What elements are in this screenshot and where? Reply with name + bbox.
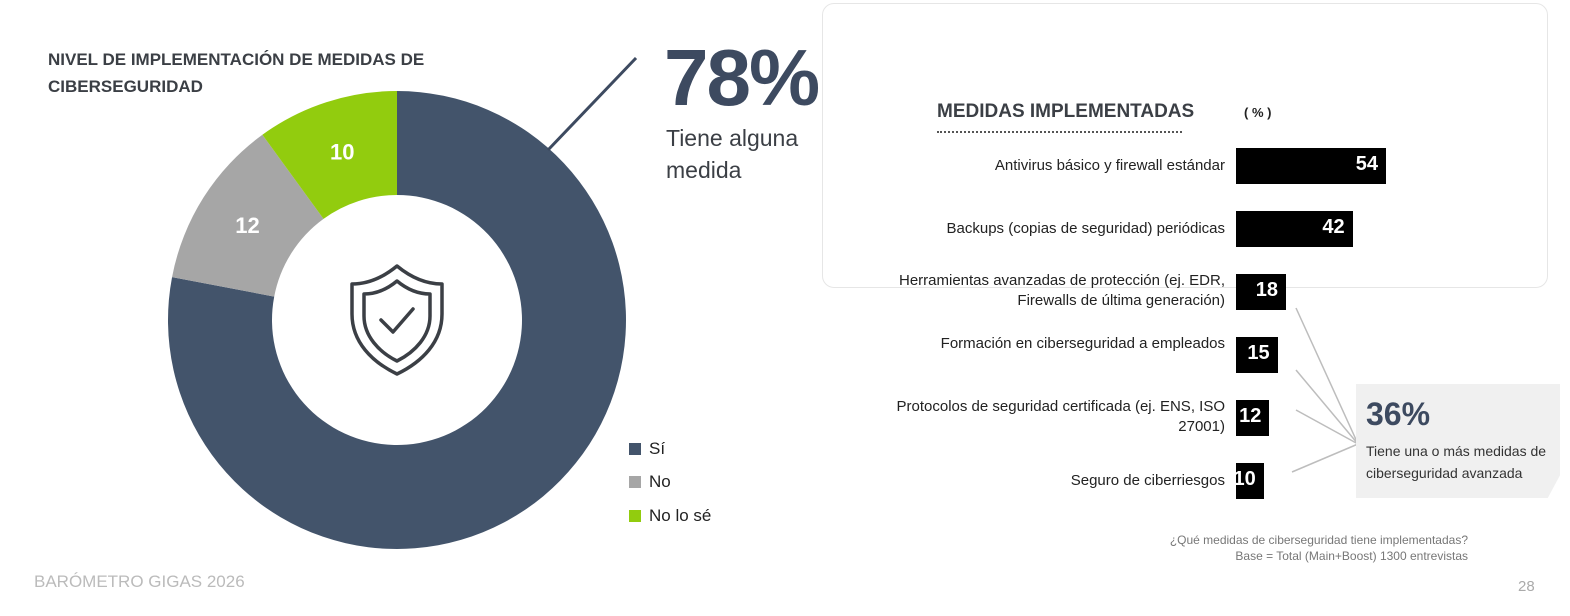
legend-swatch xyxy=(629,510,641,522)
bar-value-label: 12 xyxy=(1239,405,1262,427)
bar: 18 xyxy=(1236,274,1286,310)
legend-item-no: No xyxy=(629,472,671,492)
bar-label: Seguro de ciberriesgos xyxy=(1070,472,1225,489)
footnote-question: ¿Qué medidas de ciberseguridad tiene imp… xyxy=(1169,533,1468,547)
bar: 10 xyxy=(1233,463,1264,499)
legend-item-si: Sí xyxy=(629,439,665,459)
footnote-base: Base = Total (Main+Boost) 1300 entrevist… xyxy=(1235,549,1468,563)
donut-title: NIVEL DE IMPLEMENTACIÓN DE MEDIDAS DE CI… xyxy=(48,50,425,96)
footer-brand: BARÓMETRO GIGAS 2026 xyxy=(34,572,245,591)
footnote: ¿Qué medidas de ciberseguridad tiene imp… xyxy=(1170,532,1468,564)
bar-value-label: 15 xyxy=(1247,342,1270,364)
callout-connector xyxy=(1295,409,1359,445)
bar-label: Backups (copias de seguridad) periódicas xyxy=(946,220,1226,237)
headline-connector xyxy=(546,56,638,152)
bar-chart-title: MEDIDAS IMPLEMENTADAS xyxy=(937,101,1195,122)
bar-value-label: 18 xyxy=(1255,279,1278,301)
bar-label: Herramientas avanzadas de protección (ej… xyxy=(899,272,1225,309)
bar-label: Formación en ciberseguridad a empleados xyxy=(940,335,1225,352)
bar-label: Antivirus básico y firewall estándar xyxy=(994,157,1225,174)
donut-slice-2 xyxy=(262,91,397,219)
legend-label: Sí xyxy=(649,439,666,458)
callout-connector xyxy=(1291,443,1359,473)
bar-chart-unit: ( % ) xyxy=(1244,105,1272,120)
bar: 42 xyxy=(1236,211,1353,247)
bar: 15 xyxy=(1236,337,1278,373)
bar: 54 xyxy=(1236,148,1386,184)
donut-data-label: 12 xyxy=(235,213,259,238)
title-underline xyxy=(937,131,1182,133)
legend-item-nolose: No lo sé xyxy=(629,506,711,526)
bar-value-label: 42 xyxy=(1322,216,1345,238)
callout-box xyxy=(1356,384,1560,498)
shield-check-icon xyxy=(350,264,444,376)
bar: 12 xyxy=(1236,400,1270,436)
page-number: 28 xyxy=(1518,578,1535,595)
bar-chart-card xyxy=(822,3,1548,288)
donut-slice-1 xyxy=(172,134,324,297)
callout-text: Tiene una o más medidas de cibersegurida… xyxy=(1366,443,1547,481)
legend-swatch xyxy=(629,476,641,488)
callout-connector xyxy=(1295,307,1359,445)
legend-swatch xyxy=(629,443,641,455)
headline-percent: 78% xyxy=(664,33,820,122)
callout-connector xyxy=(1295,369,1359,445)
donut-slice-0 xyxy=(167,91,627,549)
bar-label: Protocolos de seguridad certificada (ej.… xyxy=(896,398,1226,435)
legend-label: No lo sé xyxy=(649,506,712,525)
donut-data-label: 10 xyxy=(330,140,354,165)
callout-percent: 36% xyxy=(1366,396,1431,432)
headline-text: Tiene alguna medida xyxy=(666,125,799,183)
legend-label: No xyxy=(649,472,671,491)
bar-value-label: 10 xyxy=(1233,468,1256,490)
bar-value-label: 54 xyxy=(1355,153,1378,175)
